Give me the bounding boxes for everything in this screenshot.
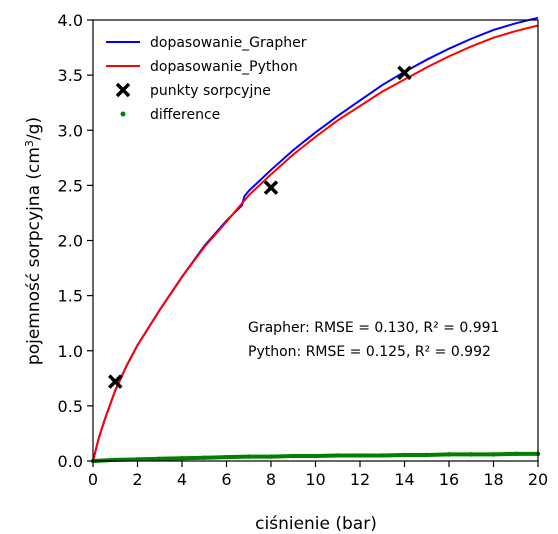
plot-area <box>90 16 541 464</box>
series-line-1 <box>92 24 539 462</box>
sorption-point-marker <box>108 374 123 389</box>
y-axis-label-sup: 3 <box>23 140 36 147</box>
x-tick-label: 14 <box>394 470 414 489</box>
annotations: Grapher: RMSE = 0.130, R² = 0.991 Python… <box>248 320 499 360</box>
x-tick-label: 0 <box>88 470 98 489</box>
legend-entry-label: dopasowanie_Grapher <box>150 35 307 51</box>
difference-point <box>246 454 251 459</box>
y-axis-label-tail: /g) <box>24 117 44 140</box>
difference-point <box>291 453 296 459</box>
x-tick-label: 6 <box>221 470 231 489</box>
difference-point <box>335 453 340 458</box>
annotation-grapher: Grapher: RMSE = 0.130, R² = 0.991 <box>248 320 499 336</box>
difference-point <box>268 454 274 459</box>
x-tick-label: 2 <box>132 470 142 489</box>
difference-point <box>157 456 162 461</box>
x-tick-label: 12 <box>350 470 370 489</box>
x-tick-label: 18 <box>483 470 503 489</box>
y-tick-label: 2.5 <box>58 176 83 195</box>
sorption-point-marker <box>263 180 279 195</box>
x-axis-label: ciśnienie (bar) <box>255 514 377 534</box>
difference-point <box>357 453 363 458</box>
difference-point <box>380 453 385 458</box>
x-tick-label: 16 <box>439 470 459 489</box>
difference-point <box>469 452 474 457</box>
y-tick-label: 0.5 <box>58 397 83 416</box>
legend-entry-label: difference <box>150 107 220 123</box>
x-tick-label: 10 <box>305 470 325 489</box>
y-tick-label: 4.0 <box>58 11 83 30</box>
annotation-python: Python: RMSE = 0.125, R² = 0.992 <box>248 344 491 360</box>
y-tick-label: 3.0 <box>58 121 83 140</box>
legend-entry-label: punkty sorpcyjne <box>150 83 271 99</box>
legend: dopasowanie_Grapher dopasowanie_Pythonpun… <box>106 35 307 123</box>
axes: 0 2 4 6 8 10 12 14 16 18 20 0.0 0.5 1.0 1.5 2.0 2.5 3.0 3.… <box>58 11 549 489</box>
difference-point <box>313 453 318 459</box>
y-axis-label: pojemność sorpcyjna (cm3/g) <box>23 117 44 365</box>
difference-point <box>424 452 429 458</box>
difference-point <box>179 456 185 461</box>
legend-swatch-marker <box>115 82 131 98</box>
y-axis-label-main: pojemność sorpcyjna (cm <box>24 147 44 365</box>
sorption-point-marker <box>397 65 412 81</box>
x-tick-label: 20 <box>528 470 548 489</box>
legend-swatch-point <box>120 111 126 117</box>
x-tick-label: 8 <box>266 470 276 489</box>
difference-point <box>491 452 496 457</box>
difference-point <box>446 452 452 457</box>
legend-entry-label: dopasowanie_Python <box>150 59 298 75</box>
difference-point <box>402 452 407 458</box>
y-tick-label: 3.5 <box>58 66 83 85</box>
difference-point <box>513 451 518 457</box>
y-tick-label: 1.5 <box>58 287 83 306</box>
y-tick-label: 0.0 <box>58 452 83 471</box>
y-tick-label: 1.0 <box>58 342 83 361</box>
difference-point <box>224 454 229 460</box>
difference-point <box>202 455 207 460</box>
x-tick-label: 4 <box>177 470 187 489</box>
y-tick-label: 2.0 <box>58 232 83 251</box>
